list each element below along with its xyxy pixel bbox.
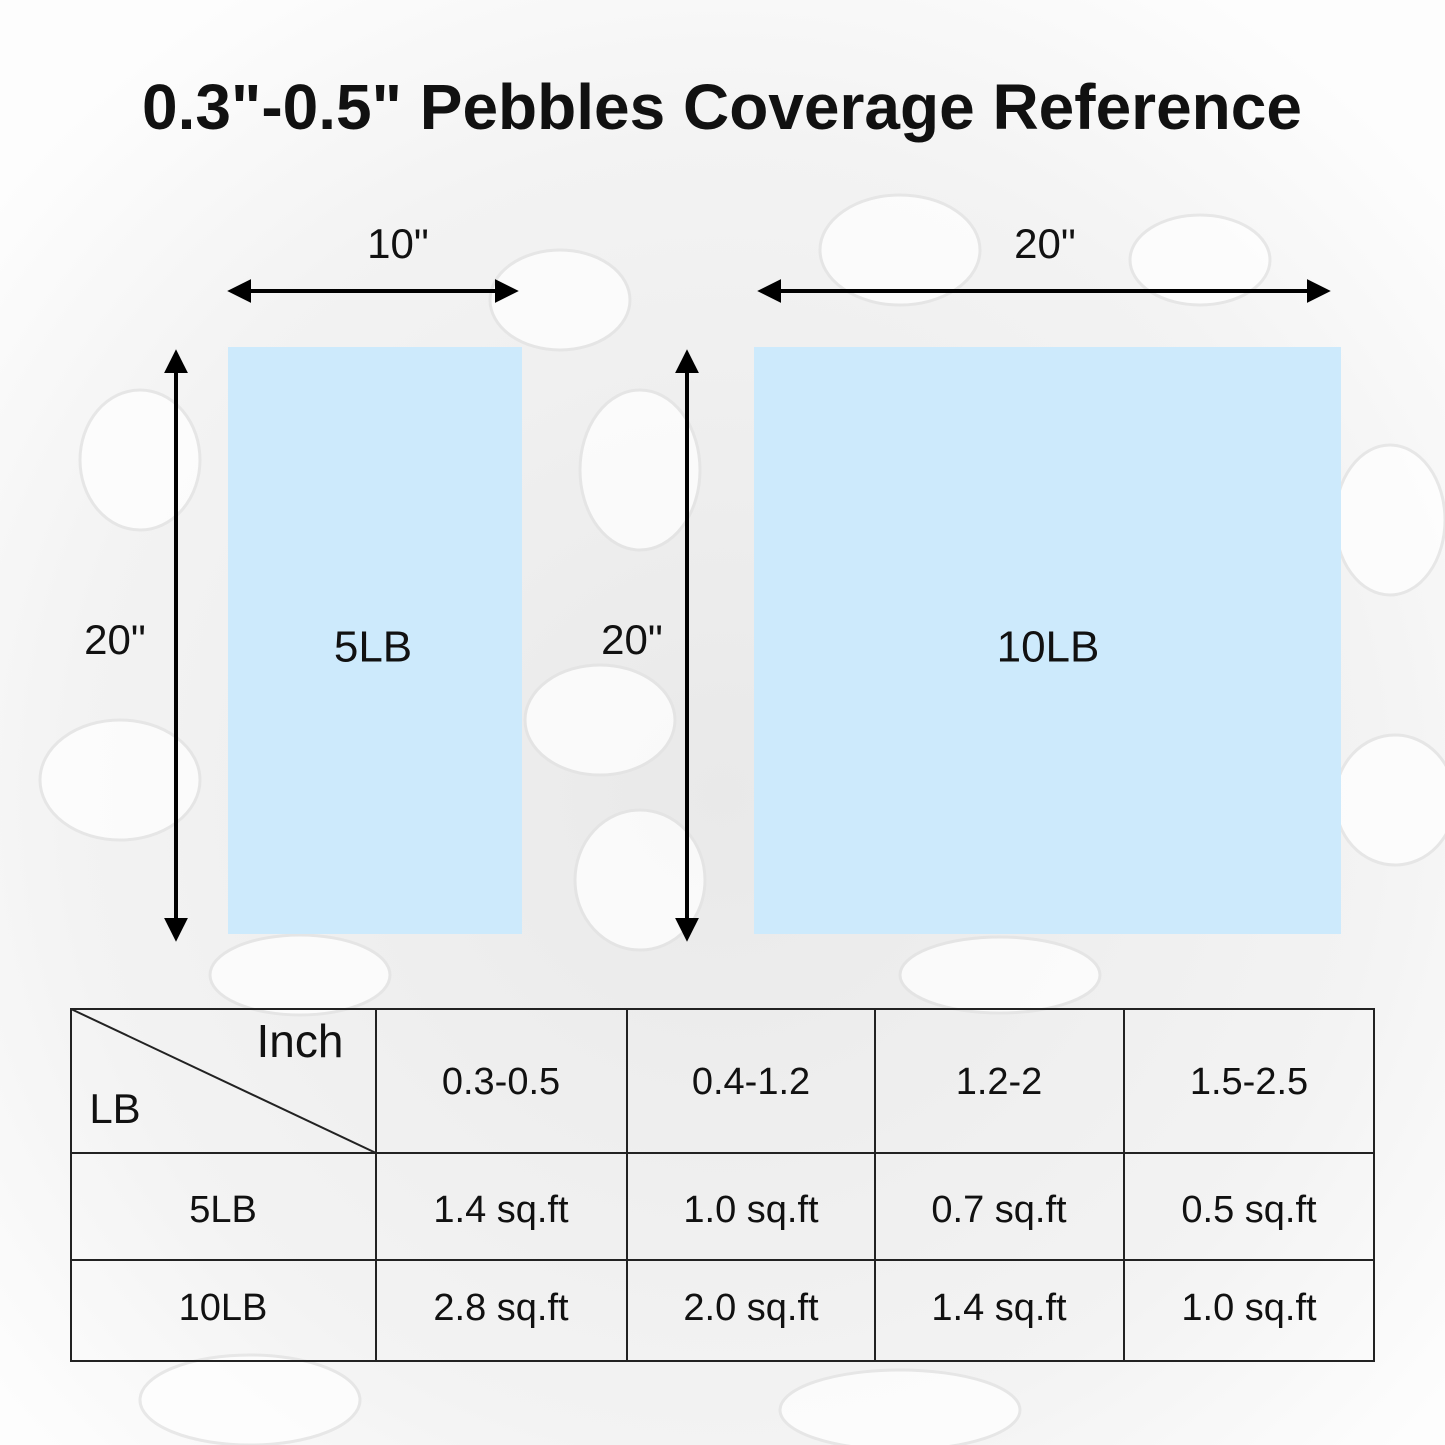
table-cell: 0.5 sq.ft [1181,1189,1317,1231]
coverage-table: Inch LB [70,1008,1375,1362]
row-header: 10LB [179,1287,268,1329]
corner-diagonal [70,1008,377,1154]
table-cell: 1.0 sq.ft [683,1189,819,1231]
height-label: 20" [601,616,663,663]
height-label: 20" [84,616,146,663]
coverage-box [228,347,522,934]
row-header-label: LB [89,1085,140,1132]
table-cell: 1.4 sq.ft [931,1287,1067,1329]
table-cell: 2.8 sq.ft [433,1287,569,1329]
table-cell: 1.0 sq.ft [1181,1287,1317,1329]
row-header: 5LB [189,1189,257,1231]
width-label: 10" [367,220,429,267]
table-cell: 0.7 sq.ft [931,1189,1067,1231]
column-header: 0.4-1.2 [692,1061,810,1103]
box-label: 10LB [997,623,1100,672]
column-header: 1.2-2 [956,1061,1043,1103]
column-header: 0.3-0.5 [442,1061,560,1103]
box-label: 5LB [334,623,412,672]
title: 0.3"-0.5" Pebbles Coverage Reference [142,71,1302,143]
column-header-label: Inch [257,1015,344,1067]
table-cell: 2.0 sq.ft [683,1287,819,1329]
table-border [70,1008,1375,1362]
column-header: 1.5-2.5 [1190,1061,1308,1103]
table-cell: 1.4 sq.ft [433,1189,569,1231]
width-label: 20" [1014,220,1076,267]
coverage-box [754,347,1341,934]
